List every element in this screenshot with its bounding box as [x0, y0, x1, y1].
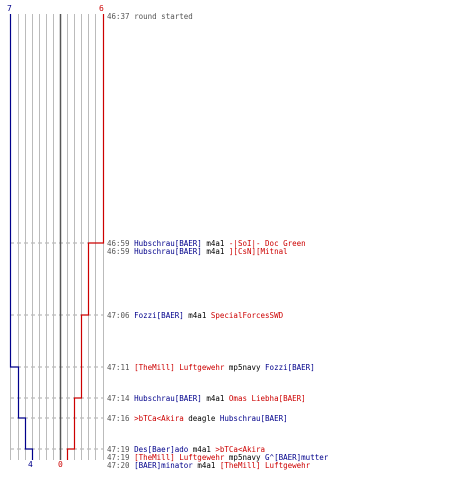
event-time: 46:37 — [107, 12, 130, 21]
event-time: 47:14 — [107, 394, 130, 403]
blue-end-count: 4 — [28, 460, 33, 469]
event-killer: [TheMill] Luftgewehr — [134, 363, 225, 372]
event-killer: [TheMill] Luftgewehr — [134, 453, 225, 462]
event-time: 47:20 — [107, 461, 130, 470]
event-row: 46:59 Hubschrau[BAER] m4a1 -|SoI|- Doc G… — [107, 239, 306, 248]
event-time: 46:59 — [107, 239, 130, 248]
blue-team-line — [9, 14, 34, 460]
event-victim: G^[BAER]mutter — [265, 453, 329, 462]
event-time: 47:16 — [107, 414, 130, 423]
event-row: 47:19 Des[Baer]ado m4a1 >bTCa<Akira — [107, 445, 265, 454]
event-text: round started — [134, 12, 193, 21]
event-weapon: mp5navy — [228, 363, 261, 372]
event-weapon: mp5navy — [228, 453, 261, 462]
event-killer: [BAER]minator — [134, 461, 193, 470]
player-grid-lines — [10, 14, 104, 460]
red-start-count: 6 — [99, 4, 104, 13]
event-row: 46:37 round started — [107, 12, 193, 21]
event-row: 47:19 [TheMill] Luftgewehr mp5navy G^[BA… — [107, 453, 328, 462]
event-row: 47:14 Hubschrau[BAER] m4a1 Omas Liebha[B… — [107, 394, 306, 403]
event-weapon: deagle — [188, 414, 216, 423]
event-victim: Hubschrau[BAER] — [219, 414, 288, 423]
event-time: 46:59 — [107, 247, 130, 256]
event-weapon: m4a1 — [197, 461, 216, 470]
event-victim: ][CsN][Mitnal — [228, 247, 288, 256]
event-time: 47:06 — [107, 311, 130, 320]
event-time: 47:19 — [107, 453, 130, 462]
event-row: 47:06 Fozzi[BAER] m4a1 SpecialForcesSWD — [107, 311, 283, 320]
event-row: 46:59 Hubschrau[BAER] m4a1 ][CsN][Mitnal — [107, 247, 288, 256]
event-row: 47:20 [BAER]minator m4a1 [TheMill] Luftg… — [107, 461, 310, 470]
event-victim: Fozzi[BAER] — [265, 363, 315, 372]
event-time: 47:19 — [107, 445, 130, 454]
event-killer: Hubschrau[BAER] — [134, 394, 202, 403]
event-victim: Omas Liebha[BAER] — [228, 394, 306, 403]
event-killer: Fozzi[BAER] — [134, 311, 184, 320]
event-victim: [TheMill] Luftgewehr — [219, 461, 311, 470]
event-weapon: m4a1 — [188, 311, 207, 320]
event-victim: >bTCa<Akira — [215, 445, 266, 454]
event-killer: Des[Baer]ado — [134, 445, 189, 454]
event-row: 47:11 [TheMill] Luftgewehr mp5navy Fozzi… — [107, 363, 315, 372]
event-victim: -|SoI|- Doc Green — [228, 239, 306, 248]
event-killer: >bTCa<Akira — [134, 414, 184, 423]
event-weapon: m4a1 — [206, 239, 225, 248]
event-victim: SpecialForcesSWD — [210, 311, 284, 320]
red-team-line — [66, 14, 105, 460]
event-killer: Hubschrau[BAER] — [134, 247, 202, 256]
event-weapon: m4a1 — [206, 247, 225, 256]
red-end-count: 0 — [58, 460, 63, 469]
event-row: 47:16 >bTCa<Akira deagle Hubschrau[BAER] — [107, 414, 288, 423]
event-weapon: m4a1 — [206, 394, 225, 403]
event-time: 47:11 — [107, 363, 130, 372]
event-killer: Hubschrau[BAER] — [134, 239, 202, 248]
blue-start-count: 7 — [7, 4, 12, 13]
event-weapon: m4a1 — [192, 445, 211, 454]
